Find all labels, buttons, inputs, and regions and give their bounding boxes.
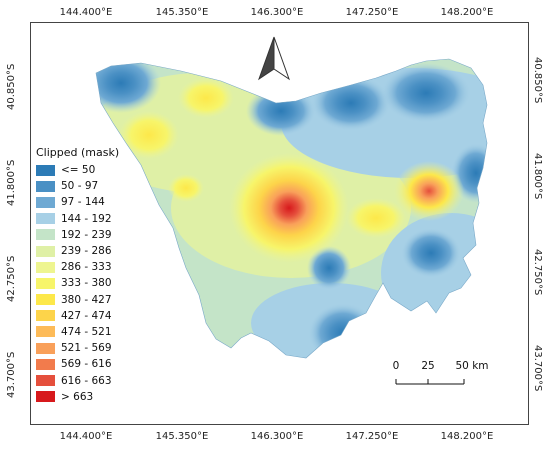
legend-swatch [36,294,55,306]
legend-item: > 663 [36,389,119,405]
legend-item: 239 - 286 [36,243,119,259]
tasmania-outline [95,58,488,359]
legend-item: 474 - 521 [36,324,119,340]
bottom-tick-1: 144.400°E [59,431,113,442]
legend-swatch [36,358,55,370]
legend-label: > 663 [61,390,94,403]
legend-swatch [36,310,55,322]
legend-item: 616 - 663 [36,372,119,388]
legend-item: 144 - 192 [36,211,119,227]
legend-label: <= 50 [61,164,96,177]
legend-title: Clipped (mask) [36,146,120,159]
left-tick-3: 42.750°S [6,255,17,302]
top-tick-4: 147.250°E [345,7,399,18]
legend-swatch [36,245,55,257]
legend-swatch [36,180,55,192]
legend-swatch [36,213,55,225]
legend-item: 97 - 144 [36,194,119,210]
scale-label-50: 50 km [455,360,489,372]
bottom-tick-3: 146.300°E [250,431,304,442]
bottom-tick-2: 145.350°E [155,431,209,442]
legend-swatch [36,261,55,273]
legend-swatch [36,342,55,354]
left-tick-1: 40.850°S [6,63,17,110]
legend-swatch [36,391,55,403]
legend-swatch [36,196,55,208]
legend: Clipped (mask) <= 50 50 - 97 97 - 144 144 -… [36,146,119,405]
legend-item: 333 - 380 [36,275,119,291]
top-tick-1: 144.400°E [59,7,113,18]
legend-label: 427 - 474 [61,309,112,322]
tasmania-map [95,58,488,359]
legend-item: 521 - 569 [36,340,119,356]
right-tick-3: 42.750°S [532,249,543,296]
legend-label: 50 - 97 [61,180,99,193]
legend-label: 474 - 521 [61,325,112,338]
right-tick-1: 40.850°S [532,57,543,104]
bottom-tick-5: 148.200°E [440,431,494,442]
map-frame [30,22,529,425]
legend-item: <= 50 [36,162,119,178]
top-tick-2: 145.350°E [155,7,209,18]
legend-label: 380 - 427 [61,293,112,306]
top-tick-5: 148.200°E [440,7,494,18]
scale-bar: 0 25 50 km [388,360,508,390]
legend-item: 50 - 97 [36,178,119,194]
legend-swatch [36,229,55,241]
legend-label: 569 - 616 [61,358,112,371]
legend-item: 286 - 333 [36,259,119,275]
left-tick-4: 43.700°S [6,351,17,398]
legend-label: 616 - 663 [61,374,112,387]
right-tick-4: 43.700°S [532,345,543,392]
legend-swatch [36,164,55,176]
legend-item: 427 - 474 [36,308,119,324]
legend-swatch [36,277,55,289]
right-tick-2: 41.800°S [532,153,543,200]
legend-label: 239 - 286 [61,245,112,258]
legend-label: 521 - 569 [61,342,112,355]
scale-label-25: 25 [421,360,435,372]
legend-item: 380 - 427 [36,292,119,308]
legend-label: 97 - 144 [61,196,105,209]
legend-swatch [36,326,55,338]
legend-label: 144 - 192 [61,212,112,225]
left-tick-2: 41.800°S [6,159,17,206]
legend-label: 286 - 333 [61,261,112,274]
legend-item: 192 - 239 [36,227,119,243]
scale-bar-line [395,379,465,385]
legend-swatch [36,375,55,387]
scale-label-0: 0 [392,360,400,372]
legend-label: 192 - 239 [61,228,112,241]
legend-item: 569 - 616 [36,356,119,372]
north-arrow-icon [258,36,290,81]
legend-label: 333 - 380 [61,277,112,290]
top-tick-3: 146.300°E [250,7,304,18]
bottom-tick-4: 147.250°E [345,431,399,442]
